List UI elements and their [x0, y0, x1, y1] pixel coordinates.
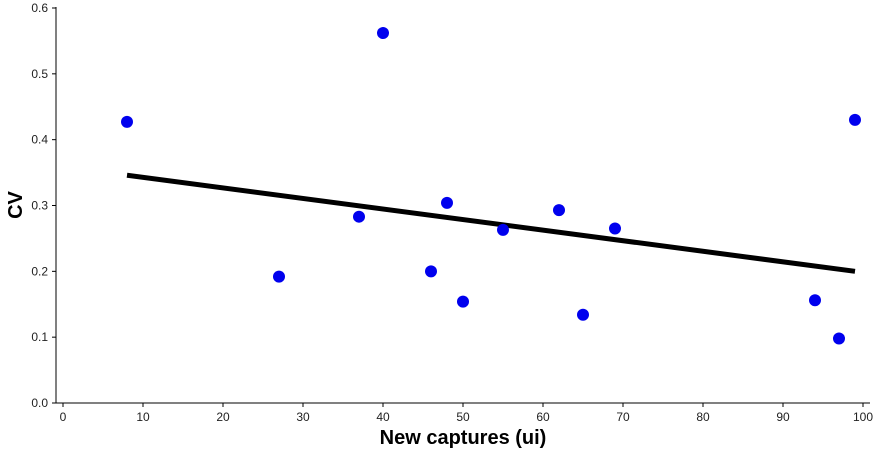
- y-tick-label: 0.5: [31, 67, 48, 81]
- x-tick-label: 10: [136, 410, 150, 424]
- x-tick-label: 70: [616, 410, 630, 424]
- x-tick-label: 50: [456, 410, 470, 424]
- points-group: [121, 27, 861, 345]
- data-point: [353, 210, 365, 223]
- x-tick-label: 60: [536, 410, 550, 424]
- data-point: [121, 115, 133, 128]
- y-tick-label: 0.0: [31, 396, 48, 410]
- trend-line-group: [126, 172, 856, 274]
- data-point: [441, 196, 453, 209]
- x-tick-label: 90: [776, 410, 790, 424]
- data-point: [273, 270, 285, 283]
- y-tick-label: 0.3: [31, 199, 48, 213]
- data-point: [577, 308, 589, 321]
- y-ticks: 0.0 0.1 0.2 0.3 0.4 0.5 0.6: [31, 1, 56, 410]
- data-point: [809, 294, 821, 307]
- trend-line: [126, 172, 856, 274]
- x-axis-title: New captures (ui): [380, 427, 547, 449]
- data-point: [849, 113, 861, 126]
- data-point: [457, 295, 469, 308]
- data-point: [425, 265, 437, 278]
- y-tick-label: 0.4: [31, 133, 48, 147]
- y-tick-label: 0.1: [31, 330, 48, 344]
- data-point: [833, 332, 845, 345]
- x-tick-label: 0: [60, 410, 67, 424]
- y-tick-label: 0.2: [31, 264, 48, 278]
- axes: [55, 7, 870, 404]
- x-tick-label: 40: [376, 410, 390, 424]
- x-tick-label: 100: [853, 410, 873, 424]
- x-tick-label: 80: [696, 410, 710, 424]
- x-tick-label: 30: [296, 410, 310, 424]
- y-tick-label: 0.6: [31, 1, 48, 15]
- x-ticks: 0 10 20 30 40 50 60 70 80 90 100: [60, 403, 873, 424]
- data-point: [609, 222, 621, 235]
- x-tick-label: 20: [216, 410, 230, 424]
- y-axis-title: CV: [5, 190, 27, 218]
- data-point: [497, 223, 509, 236]
- data-point: [377, 27, 389, 40]
- data-point: [553, 204, 565, 217]
